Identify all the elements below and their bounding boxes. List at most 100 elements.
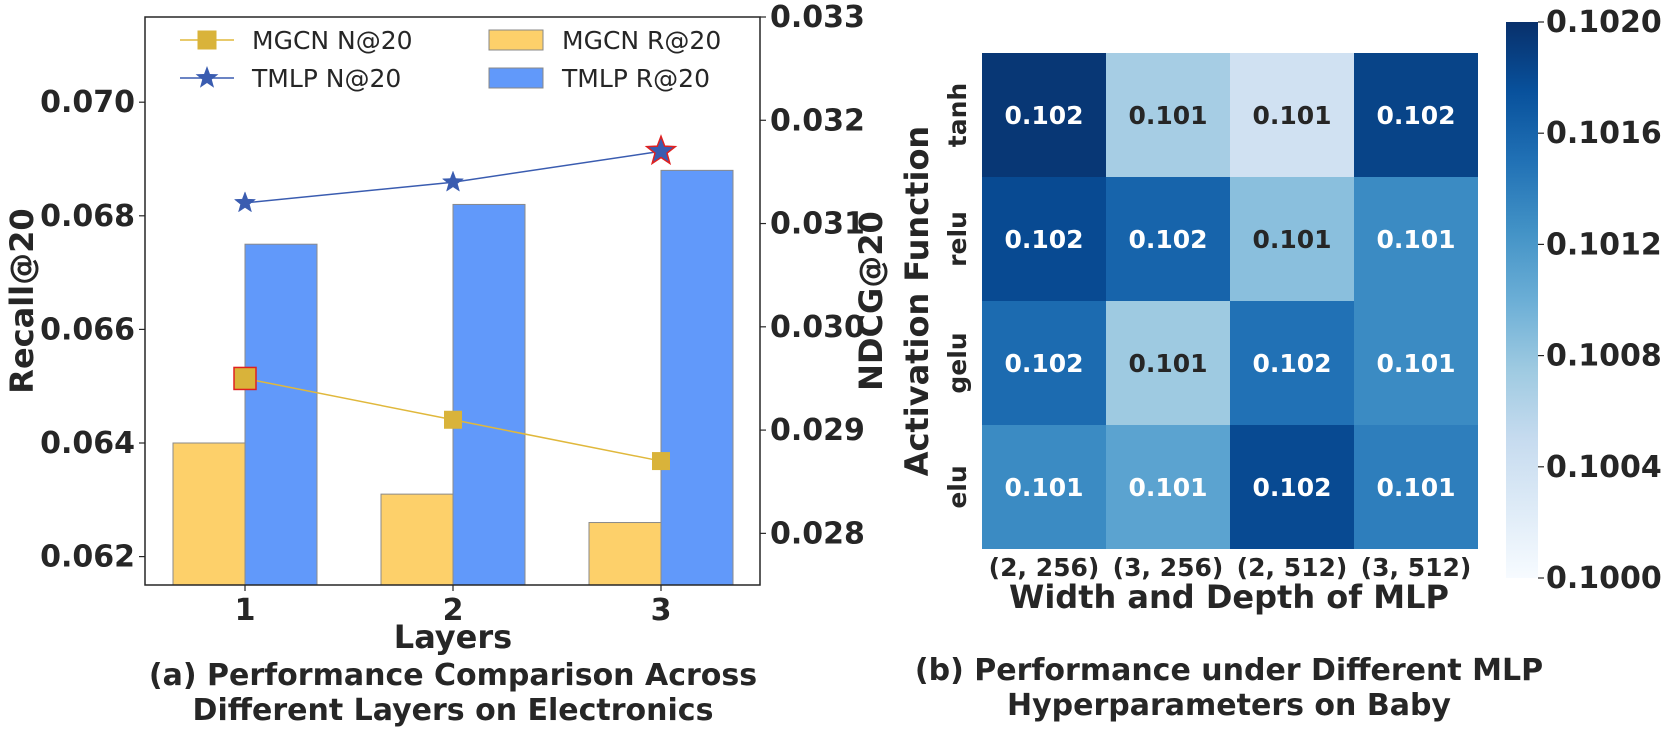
heatmap-cell-relu-2 <box>1230 177 1354 301</box>
bar-mgcn-r-20-layer-3 <box>588 522 662 586</box>
heatmap-cell-elu-0 <box>982 425 1106 549</box>
colorbar-tick-label: 0.1000 <box>1546 561 1661 596</box>
marker-tmlp-n-20-layer-2 <box>441 170 465 192</box>
panel-a-bar-line-chart: 0.062 0.064 0.066 0.068 0.070 0.028 0.029 0.03… <box>3 0 890 728</box>
right-y-tick-label: 0.032 <box>770 103 865 138</box>
x-tick-label: 1 <box>235 593 256 628</box>
heatmap-row-label: elu <box>943 465 972 508</box>
left-y-axis-label: Recall@20 <box>3 208 41 393</box>
legend-square-marker <box>197 30 217 50</box>
heatmap-cell-gelu-2 <box>1230 301 1354 425</box>
colorbar-tick-label: 0.1004 <box>1546 450 1661 485</box>
colorbar-ticks: 0.1000 0.1004 0.1008 0.1012 0.1016 0.1020 <box>1538 5 1661 596</box>
right-y-tick-label: 0.029 <box>770 413 865 448</box>
heatmap-cell-value: 0.101 <box>1376 349 1455 378</box>
colorbar-tick-label: 0.1020 <box>1546 5 1661 40</box>
heatmap-row-label: relu <box>943 211 972 267</box>
heatmap-cell-value: 0.101 <box>1128 473 1207 502</box>
right-y-tick-label: 0.033 <box>770 0 865 35</box>
heatmap-row-label: tanh <box>943 83 972 147</box>
right-y-tick-label: 0.030 <box>770 310 865 345</box>
heatmap-cell-value: 0.102 <box>1004 349 1083 378</box>
x-ticks: 1 2 3 <box>235 585 672 628</box>
heatmap-cell-gelu-3 <box>1354 301 1478 425</box>
x-tick-label: 3 <box>651 593 672 628</box>
heatmap-cell-value: 0.101 <box>1252 225 1331 254</box>
heatmap-cell-value: 0.102 <box>1376 101 1455 130</box>
heatmap-cell-value: 0.101 <box>1376 473 1455 502</box>
heatmap-cells: 0.102 0.101 0.101 0.102 0.102 0.102 0.101 0.101… <box>982 53 1478 549</box>
legend-label-tmlp-r20: TMLP R@20 <box>561 64 710 93</box>
left-y-tick-label: 0.068 <box>40 199 135 234</box>
caption-b-line-1: (b) Performance under Different MLP <box>915 653 1543 688</box>
left-y-tick-label: 0.070 <box>40 85 135 120</box>
heatmap-cell-value: 0.101 <box>1128 349 1207 378</box>
marker-mgcn-n-20-layer-2 <box>444 410 462 429</box>
heatmap-cell-elu-1 <box>1106 425 1230 549</box>
legend-star-marker <box>195 66 219 88</box>
heatmap-cell-relu-0 <box>982 177 1106 301</box>
heatmap-cell-value: 0.102 <box>1004 101 1083 130</box>
legend-label-tmlp-n20: TMLP N@20 <box>251 64 401 93</box>
bar-mgcn-r-20-layer-2 <box>380 493 454 586</box>
right-y-tick-label: 0.028 <box>770 516 865 551</box>
marker-mgcn-n-20-layer-1 <box>233 366 257 391</box>
right-y-tick-label: 0.031 <box>770 207 865 242</box>
colorbar <box>1506 22 1538 578</box>
legend: MGCN N@20 TMLP N@20 MGCN R@20 TMLP R@20 <box>180 26 721 93</box>
heatmap-column-label: (2, 256) <box>989 553 1100 582</box>
left-y-ticks: 0.062 0.064 0.066 0.068 0.070 <box>40 85 145 575</box>
legend-patch-tmlp-r20 <box>488 67 544 89</box>
heatmap-cell-gelu-1 <box>1106 301 1230 425</box>
bar-tmlp-r-20-layer-1 <box>244 243 318 586</box>
heatmap-cell-tanh-3 <box>1354 53 1478 177</box>
heatmap-cell-value: 0.102 <box>1252 473 1331 502</box>
heatmap-cell-relu-1 <box>1106 177 1230 301</box>
heatmap-cell-elu-3 <box>1354 425 1478 549</box>
caption-a-line-1: (a) Performance Comparison Across <box>149 658 757 693</box>
legend-patch-mgcn-r20 <box>488 29 544 51</box>
heatmap-row-label: gelu <box>943 332 972 393</box>
colorbar-tick-label: 0.1008 <box>1546 339 1661 374</box>
heatmap-cell-tanh-1 <box>1106 53 1230 177</box>
heatmap-column-label: (3, 256) <box>1113 553 1224 582</box>
marker-mgcn-n-20-layer-3 <box>652 452 670 471</box>
heatmap-column-label: (2, 512) <box>1237 553 1348 582</box>
x-axis-label: Layers <box>394 618 512 656</box>
colorbar-tick-label: 0.1012 <box>1546 227 1661 262</box>
left-y-tick-label: 0.062 <box>40 540 135 575</box>
left-y-tick-label: 0.064 <box>40 426 135 461</box>
heatmap-cell-value: 0.102 <box>1128 225 1207 254</box>
heatmap-cell-tanh-0 <box>982 53 1106 177</box>
bar-tmlp-r-20-layer-2 <box>452 203 526 586</box>
marker-tmlp-n-20-layer-1 <box>233 191 257 213</box>
heatmap-cell-value: 0.102 <box>1252 349 1331 378</box>
heatmap-cell-value: 0.101 <box>1004 473 1083 502</box>
heatmap-cell-elu-2 <box>1230 425 1354 549</box>
heatmap-row-labels: tanh relu gelu elu <box>943 83 972 509</box>
right-y-axis-label: NDCG@20 <box>852 211 890 391</box>
legend-label-mgcn-n20: MGCN N@20 <box>252 26 413 55</box>
heatmap-cell-value: 0.102 <box>1004 225 1083 254</box>
heatmap-cell-value: 0.101 <box>1128 101 1207 130</box>
bars-group <box>172 169 734 586</box>
heatmap-column-label: (3, 512) <box>1361 553 1472 582</box>
left-y-tick-label: 0.066 <box>40 312 135 347</box>
heatmap-y-axis-label: Activation Function <box>898 126 936 476</box>
bar-tmlp-r-20-layer-3 <box>660 169 734 586</box>
right-y-ticks: 0.028 0.029 0.030 0.031 0.032 0.033 <box>760 0 865 551</box>
heatmap-cell-value: 0.101 <box>1252 101 1331 130</box>
legend-label-mgcn-r20: MGCN R@20 <box>562 26 721 55</box>
colorbar-tick-label: 0.1016 <box>1546 116 1661 151</box>
marker-tmlp-n-20-layer-3 <box>644 134 678 166</box>
lines-group <box>233 134 678 471</box>
heatmap-column-labels: (2, 256) (3, 256) (2, 512) (3, 512) <box>989 553 1472 582</box>
heatmap-cell-value: 0.101 <box>1376 225 1455 254</box>
x-tick-label: 2 <box>443 593 464 628</box>
panel-b-heatmap: 0.102 0.101 0.101 0.102 0.102 0.102 0.101 0.101… <box>898 5 1661 723</box>
heatmap-cell-relu-3 <box>1354 177 1478 301</box>
heatmap-x-axis-label: Width and Depth of MLP <box>1009 578 1449 616</box>
caption-b-line-2: Hyperparameters on Baby <box>1007 688 1451 723</box>
heatmap-cell-tanh-2 <box>1230 53 1354 177</box>
